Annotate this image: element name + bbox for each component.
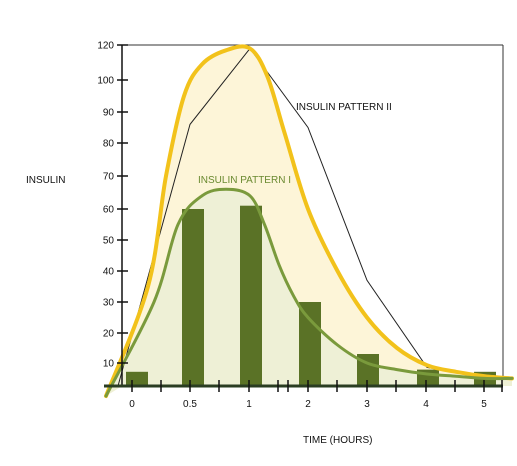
y-tick-label: 10 [103,359,115,370]
y-tick-label: 80 [103,139,115,150]
y-tick-label: 30 [103,298,115,309]
x-tick-label: 5 [481,399,487,410]
y-tick-label: 40 [103,267,115,278]
y-tick-label: 70 [103,172,115,183]
x-axis-title: TIME (HOURS) [303,435,372,446]
y-tick-label: 120 [97,41,114,52]
thin-black-line [117,47,486,387]
axes [104,45,503,388]
x-tick-label: 2 [305,399,311,410]
bar [182,209,204,386]
pattern-i-curve [104,187,514,398]
x-tick-label: 1 [246,399,252,410]
y-tick-label: 20 [103,329,115,340]
y-tick-label: 100 [97,76,114,87]
y-tick-label: 50 [103,236,115,247]
x-ticks: 0 0.5 1 2 3 4 5 [129,380,503,410]
pattern-ii-label: INSULIN PATTERN II [296,102,392,113]
x-tick-label: 0 [129,399,135,410]
plot-frame [122,44,504,385]
pattern-i-area [106,189,512,396]
x-tick-label: 4 [423,399,429,410]
bar [126,371,148,386]
y-tick-label: 60 [103,205,115,216]
y-axis-title: INSULIN [26,175,65,186]
bar [240,205,262,386]
y-tick-label: 90 [103,108,115,119]
pattern-ii-curve [104,44,514,398]
pattern-i-label: INSULIN PATTERN I [198,175,291,186]
y-ticks: 120 100 90 80 70 60 50 40 30 20 10 [97,41,128,370]
bar [299,302,321,386]
x-tick-label: 3 [364,399,370,410]
x-tick-label: 0.5 [183,399,197,410]
